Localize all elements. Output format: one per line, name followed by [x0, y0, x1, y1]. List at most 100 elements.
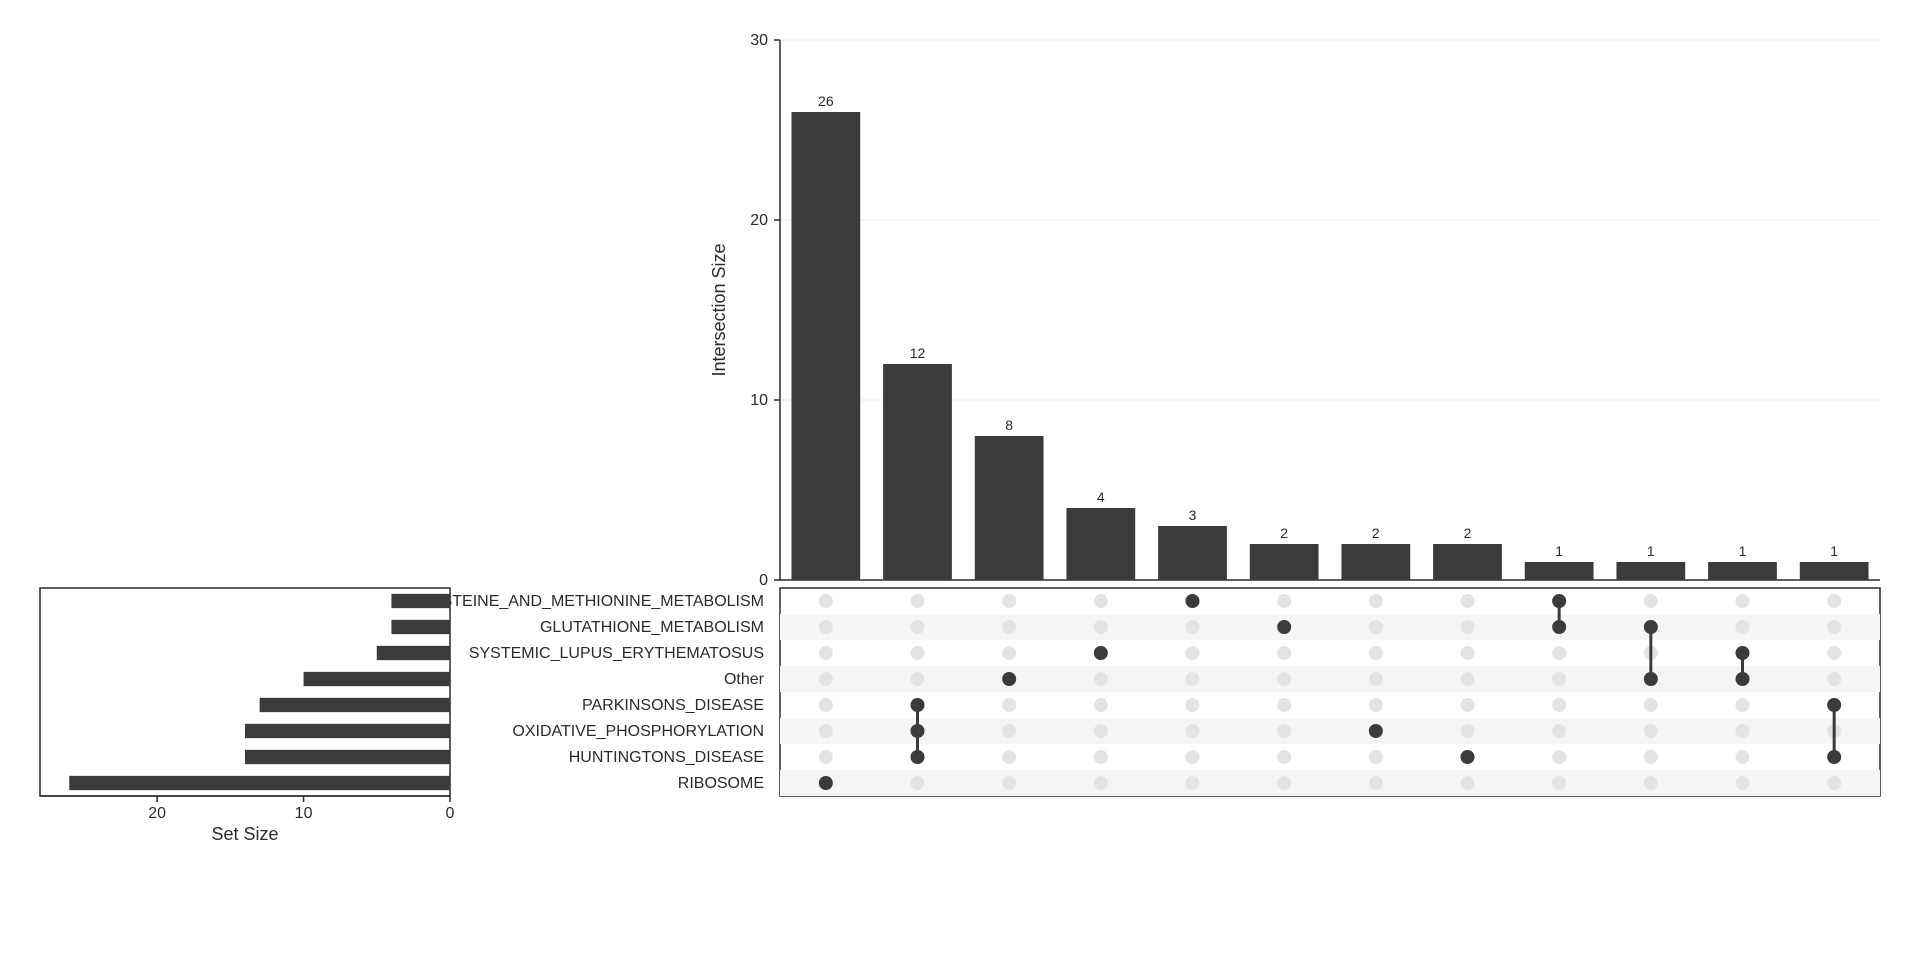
matrix-dot-inactive: [1644, 724, 1658, 738]
matrix-dot-inactive: [1644, 698, 1658, 712]
set-label: PARKINSONS_DISEASE: [582, 697, 764, 714]
matrix-dot-inactive: [1277, 672, 1291, 686]
matrix-dot-inactive: [1369, 646, 1383, 660]
matrix-dot-inactive: [1002, 776, 1016, 790]
matrix-dot-inactive: [1094, 724, 1108, 738]
matrix-dot-inactive: [1002, 594, 1016, 608]
matrix-dot-inactive: [1369, 594, 1383, 608]
matrix-dot-inactive: [819, 594, 833, 608]
intersection-bar-value: 3: [1189, 507, 1197, 523]
setsize-bar-chart: 01020Set Size: [40, 588, 455, 844]
setsize-bar: [245, 750, 450, 764]
matrix-dot-inactive: [819, 698, 833, 712]
matrix-dot-active: [1277, 620, 1291, 634]
intersection-bar: [791, 112, 860, 580]
matrix-dot-inactive: [1186, 698, 1200, 712]
matrix-dot-inactive: [1094, 594, 1108, 608]
intersection-bar: [1341, 544, 1410, 580]
intersection-ytick: 10: [750, 392, 768, 409]
upset-plot: 0102030Intersection Size26128432221111CY…: [20, 20, 1900, 940]
matrix-dot-active: [1644, 620, 1658, 634]
matrix-dot-inactive: [1644, 776, 1658, 790]
intersection-bar-value: 2: [1464, 525, 1472, 541]
upset-svg: 0102030Intersection Size26128432221111CY…: [20, 20, 1900, 940]
matrix-dot-inactive: [1186, 776, 1200, 790]
matrix-dot-inactive: [1186, 724, 1200, 738]
matrix-dot-active: [1002, 672, 1016, 686]
matrix-dot-inactive: [1002, 724, 1016, 738]
intersection-bar: [1250, 544, 1319, 580]
matrix-dot-inactive: [1277, 776, 1291, 790]
matrix-dot-inactive: [819, 672, 833, 686]
matrix-dot-inactive: [1277, 724, 1291, 738]
matrix-dot-active: [1369, 724, 1383, 738]
set-label: CYSTEINE_AND_METHIONINE_METABOLISM: [419, 593, 764, 610]
matrix-dot-inactive: [1369, 698, 1383, 712]
matrix-dot-inactive: [911, 646, 925, 660]
intersection-bar-value: 12: [910, 345, 926, 361]
matrix-dot-inactive: [1094, 698, 1108, 712]
matrix-dot-inactive: [1369, 776, 1383, 790]
intersection-bar-value: 2: [1372, 525, 1380, 541]
matrix-dot-inactive: [1461, 594, 1475, 608]
matrix-dot-inactive: [1736, 750, 1750, 764]
matrix-dot-active: [1186, 594, 1200, 608]
set-labels: CYSTEINE_AND_METHIONINE_METABOLISMGLUTAT…: [419, 593, 764, 792]
setsize-bar: [391, 594, 450, 608]
matrix-dot-inactive: [1002, 750, 1016, 764]
matrix-dot-inactive: [1002, 646, 1016, 660]
matrix-dot-inactive: [1186, 646, 1200, 660]
matrix-dot-inactive: [1552, 724, 1566, 738]
matrix-dot-inactive: [1644, 594, 1658, 608]
matrix-dot-inactive: [1644, 750, 1658, 764]
matrix-dot-active: [1736, 672, 1750, 686]
intersection-bar: [1525, 562, 1594, 580]
matrix-dot-inactive: [1552, 646, 1566, 660]
matrix-dot-inactive: [1369, 620, 1383, 634]
set-label: Other: [724, 671, 765, 688]
matrix-dot-inactive: [819, 646, 833, 660]
matrix-dot-active: [1552, 620, 1566, 634]
matrix-dot-active: [1644, 672, 1658, 686]
setsize-xlabel: Set Size: [211, 824, 278, 844]
set-label: OXIDATIVE_PHOSPHORYLATION: [512, 723, 764, 740]
matrix-dot-inactive: [1094, 776, 1108, 790]
matrix-dot-inactive: [1461, 724, 1475, 738]
matrix-dot-inactive: [1186, 750, 1200, 764]
setsize-bar: [377, 646, 450, 660]
matrix-dot-inactive: [1094, 750, 1108, 764]
matrix-dot-inactive: [1002, 620, 1016, 634]
intersection-bar: [1616, 562, 1685, 580]
intersection-bar: [975, 436, 1044, 580]
matrix-dot-inactive: [1827, 776, 1841, 790]
matrix-dot-inactive: [1736, 620, 1750, 634]
matrix-dot-inactive: [1552, 672, 1566, 686]
matrix-dot-inactive: [1827, 672, 1841, 686]
matrix-dot-inactive: [1369, 750, 1383, 764]
matrix-dot-inactive: [1552, 750, 1566, 764]
intersection-bar: [1433, 544, 1502, 580]
intersection-bar-value: 1: [1555, 543, 1563, 559]
matrix-dot-inactive: [1461, 776, 1475, 790]
matrix-dot-active: [911, 724, 925, 738]
intersection-ytick: 30: [750, 32, 768, 49]
setsize-bar: [260, 698, 450, 712]
matrix-dot-inactive: [1552, 698, 1566, 712]
matrix-dot-active: [1552, 594, 1566, 608]
matrix-dot-inactive: [1461, 672, 1475, 686]
matrix-dot-inactive: [911, 620, 925, 634]
matrix-dot-inactive: [1277, 594, 1291, 608]
matrix-dot-inactive: [1186, 672, 1200, 686]
setsize-bar: [391, 620, 450, 634]
matrix-dot-active: [1094, 646, 1108, 660]
matrix-dot-active: [1827, 750, 1841, 764]
matrix-dot-inactive: [1094, 672, 1108, 686]
intersection-ytick: 20: [750, 212, 768, 229]
intersection-bar: [883, 364, 952, 580]
matrix-dot-active: [911, 698, 925, 712]
setsize-bar: [304, 672, 450, 686]
intersection-bar-value: 2: [1280, 525, 1288, 541]
setsize-xtick: 0: [446, 805, 455, 822]
intersection-bar-value: 4: [1097, 489, 1105, 505]
matrix-dot-active: [1736, 646, 1750, 660]
